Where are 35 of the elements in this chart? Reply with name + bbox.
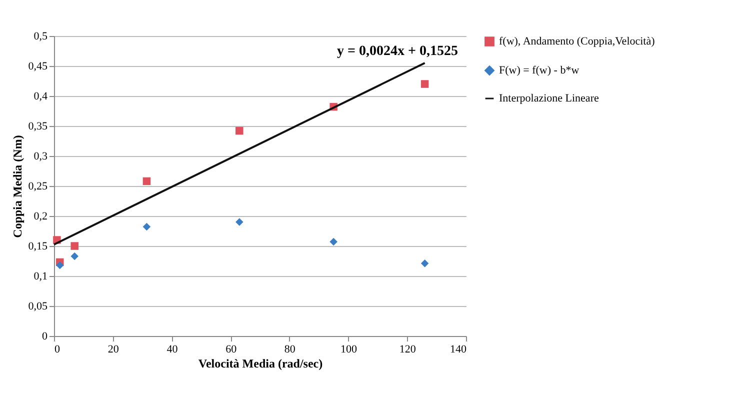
y-tick-label: 0,25 <box>28 180 48 192</box>
y-tick-label: 0,1 <box>34 270 48 282</box>
point <box>236 218 244 226</box>
point <box>420 80 429 88</box>
y-tick-label: 0,15 <box>28 240 48 252</box>
y-tick-label: 0,5 <box>34 30 48 42</box>
point <box>420 260 429 268</box>
x-axis-title: Velocità Media (rad/sec) <box>198 356 323 370</box>
point <box>142 222 151 231</box>
point <box>330 238 338 246</box>
x-tick-label: 140 <box>450 344 467 356</box>
x-tick-label: 100 <box>340 344 358 356</box>
y-tick-label: 0,3 <box>34 150 48 162</box>
x-tick-label: 80 <box>284 344 296 356</box>
point <box>56 261 64 270</box>
point <box>236 126 244 135</box>
y-tick-label: 0 <box>42 330 48 342</box>
y-tick-label: 0,05 <box>28 300 48 312</box>
y-axis-title: Coppia Media (Nm) <box>10 135 24 238</box>
x-tick-label: 60 <box>226 344 238 356</box>
legend-label: F(w) = f(w) - b*w <box>499 64 580 76</box>
x-tick-label: 120 <box>399 344 416 356</box>
x-tick-label: 0 <box>54 344 60 356</box>
x-tick-label: 40 <box>166 344 178 356</box>
legend-label: f(w), Andamento (Coppia,Velocità) <box>499 36 656 48</box>
annotation: y = 0,0024x + 0,1525 <box>337 44 458 59</box>
y-tick-label: 0,2 <box>34 210 48 222</box>
point <box>70 242 78 250</box>
y-tick-label: 0,45 <box>28 60 48 72</box>
legend-label: Interpolazione Lineare <box>499 92 599 104</box>
point <box>142 177 151 186</box>
x-tick-label: 20 <box>108 344 120 356</box>
point <box>70 252 78 260</box>
y-tick-label: 0,35 <box>28 120 48 132</box>
y-tick-label: 0,4 <box>34 90 48 102</box>
